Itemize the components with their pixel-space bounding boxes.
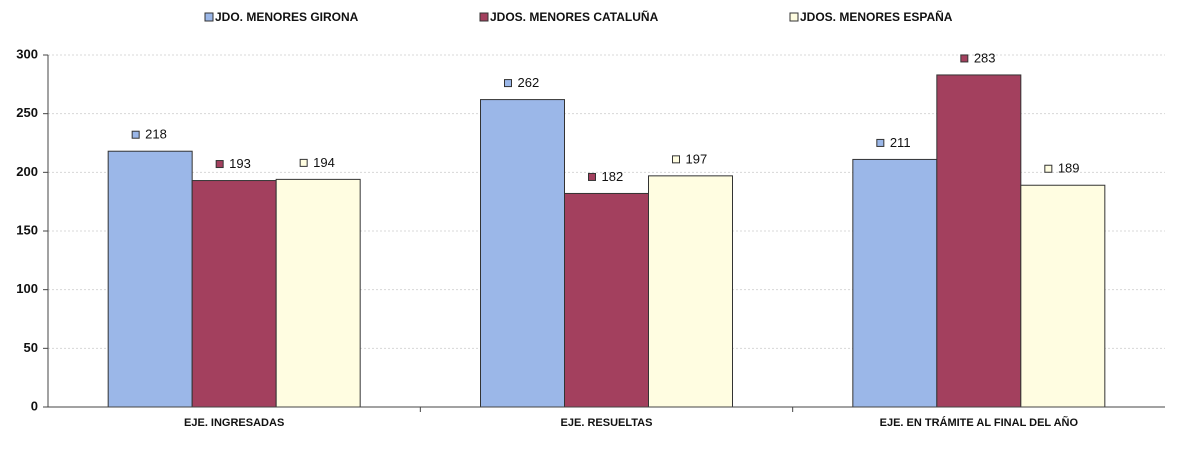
- value-label: 194: [313, 155, 335, 170]
- value-label: 189: [1058, 161, 1080, 176]
- value-label: 211: [890, 135, 911, 150]
- legend-label: JDO. MENORES GIRONA: [215, 10, 359, 24]
- value-label: 283: [974, 50, 996, 65]
- legend-label: JDOS. MENORES CATALUÑA: [490, 9, 659, 24]
- bar: [1020, 184, 1106, 408]
- y-tick-label: 0: [31, 398, 38, 413]
- value-label-marker: [504, 79, 512, 88]
- legend-swatch: [479, 12, 489, 22]
- y-tick-label: 150: [16, 222, 38, 237]
- value-label: 218: [145, 127, 167, 142]
- bar: [191, 180, 277, 408]
- bar: [564, 192, 649, 408]
- value-label-marker: [876, 138, 885, 147]
- value-label: 197: [686, 151, 708, 166]
- value-label-marker: [1044, 164, 1053, 173]
- x-tick-label: EJE. INGRESADAS: [184, 417, 284, 429]
- bar: [936, 74, 1022, 408]
- value-label: 193: [229, 156, 251, 171]
- bar: [275, 178, 361, 408]
- bar: [107, 150, 193, 408]
- value-label: 182: [602, 169, 624, 184]
- value-label-marker: [960, 54, 969, 63]
- x-tick-label: EJE. EN TRÁMITE AL FINAL DEL AÑO: [880, 416, 1079, 429]
- y-tick-label: 200: [16, 164, 38, 179]
- x-tick-label: EJE. RESUELTAS: [561, 417, 653, 429]
- bar: [852, 158, 938, 408]
- y-tick-label: 50: [24, 340, 38, 355]
- value-label-marker: [588, 172, 596, 181]
- value-label-marker: [215, 160, 224, 169]
- value-label-marker: [299, 158, 308, 167]
- value-label-marker: [131, 130, 140, 139]
- bar: [480, 99, 565, 408]
- value-label-marker: [672, 155, 680, 164]
- y-tick-label: 300: [16, 46, 38, 61]
- value-label: 262: [518, 75, 540, 90]
- legend-label: JDOS. MENORES ESPAÑA: [800, 9, 953, 24]
- y-tick-label: 250: [16, 105, 38, 120]
- y-tick-label: 100: [16, 281, 38, 296]
- bar: [648, 175, 733, 408]
- legend-swatch: [789, 12, 799, 22]
- legend-swatch: [204, 12, 214, 22]
